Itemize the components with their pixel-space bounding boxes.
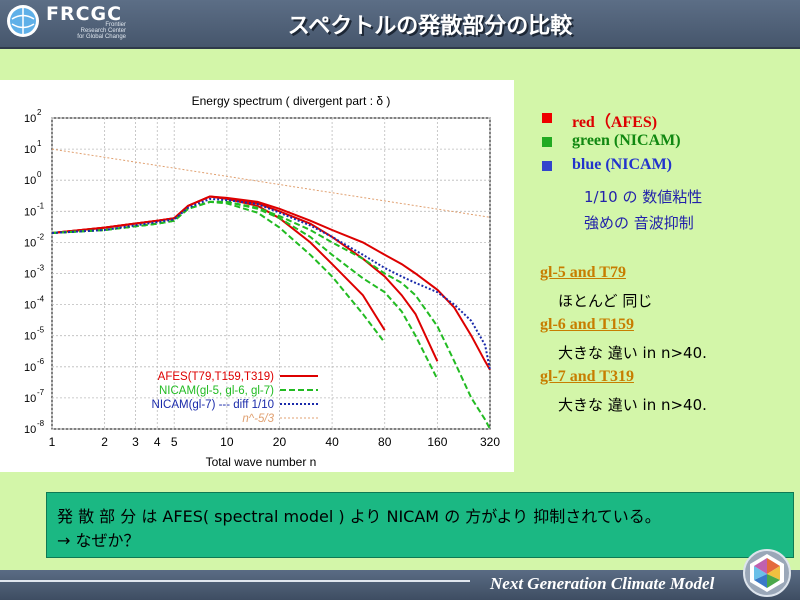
globe-logo-icon	[7, 5, 39, 37]
footer-text: Next Generation Climate Model	[490, 574, 715, 593]
case-title-gl6: gl-6 and T159	[540, 316, 634, 333]
y-tick-exponent: -3	[37, 264, 45, 273]
model-logo-icon	[743, 549, 791, 597]
y-tick-exponent: -8	[37, 419, 45, 428]
y-tick-exponent: -4	[37, 295, 45, 304]
x-tick-label: 4	[154, 435, 161, 449]
x-tick-label: 320	[480, 435, 500, 449]
chart-title: Energy spectrum ( divergent part : δ )	[192, 94, 391, 108]
y-tick-label: 10	[24, 424, 36, 436]
footer-divider	[0, 580, 470, 582]
x-tick-label: 3	[132, 435, 139, 449]
logo-text: FRCGC	[46, 3, 123, 25]
footer-bar: Next Generation Climate Model	[0, 570, 800, 600]
y-tick-exponent: 0	[37, 170, 42, 179]
series-line-2-0	[51, 197, 491, 370]
x-tick-label: 160	[427, 435, 447, 449]
y-tick-label: 10	[24, 175, 36, 187]
legend-entry-label: AFES(T79,T159,T319)	[158, 371, 274, 383]
logo-subtitle-line: Research Center	[80, 28, 126, 34]
conclusion-line-1: 発 散 部 分 は AFES( spectral model ) より NICA…	[57, 507, 661, 526]
y-tick-label: 10	[24, 269, 36, 281]
chart-panel: 1 2 3 4 5 10 20 40 80 160 320 10 -8 10 -7 10 -6 10 -5 10 -4 1…	[0, 80, 514, 472]
logo-subtitle-line: Frontier	[105, 22, 126, 28]
legend-label-green: green (NICAM)	[572, 132, 681, 149]
y-tick-label: 10	[24, 393, 36, 405]
legend-label-blue: blue (NICAM)	[572, 156, 672, 173]
y-tick-label: 10	[24, 237, 36, 249]
y-tick-exponent: -6	[37, 357, 45, 366]
case-title-gl7: gl-7 and T319	[540, 368, 634, 385]
legend-swatch-blue	[542, 161, 552, 171]
series-line-1-1	[51, 200, 439, 380]
x-tick-label: 5	[171, 435, 178, 449]
x-tick-label: 2	[101, 435, 108, 449]
legend-entry-label: NICAM(gl-5, gl-6, gl-7)	[159, 385, 274, 397]
y-tick-exponent: -5	[37, 326, 45, 335]
series-line-1-0	[51, 200, 386, 344]
x-tick-label: 1	[49, 435, 56, 449]
conclusion-line-2: → なぜか？	[57, 531, 140, 550]
y-tick-label: 10	[24, 362, 36, 374]
case-title-gl5: gl-5 and T79	[540, 264, 626, 281]
y-tick-exponent: -7	[37, 388, 45, 397]
x-tick-label: 10	[220, 435, 234, 449]
series-line-1-2	[51, 200, 491, 430]
series-line-3-0	[51, 148, 491, 218]
x-tick-label: 80	[378, 435, 392, 449]
y-tick-label: 10	[24, 144, 36, 156]
blue-note-viscosity: 1/10 の 数値粘性	[584, 188, 703, 206]
conclusion-box: 発 散 部 分 は AFES( spectral model ) より NICA…	[46, 492, 794, 558]
y-tick-exponent: -1	[37, 201, 45, 210]
legend-entry-label: n^-5/3	[242, 413, 274, 425]
legend-label-red: red（AFES)	[572, 114, 658, 131]
case-desc-gl6: 大きな 違い in n>40.	[558, 344, 707, 362]
y-tick-label: 10	[24, 113, 36, 125]
legend-entry-label: NICAM(gl-7) --- diff 1/10	[152, 399, 274, 411]
series-line-0-2	[51, 195, 491, 371]
page-title: スペクトルの発散部分の比較	[287, 14, 573, 39]
logo-subtitle: Frontier Research Center for Global Chan…	[66, 22, 126, 40]
x-axis-label: Total wave number n	[206, 455, 317, 469]
case-desc-gl5: ほとんど 同じ	[558, 292, 653, 310]
y-tick-exponent: 1	[37, 139, 42, 148]
header-bar: FRCGC Frontier Research Center for Globa…	[0, 0, 800, 49]
case-desc-gl7: 大きな 違い in n>40.	[558, 396, 707, 414]
legend-swatch-green	[542, 137, 552, 147]
y-tick-label: 10	[24, 206, 36, 218]
x-tick-label: 20	[273, 435, 287, 449]
blue-note-acoustic: 強めの 音波抑制	[584, 214, 694, 232]
y-tick-exponent: -2	[37, 232, 45, 241]
y-tick-exponent: 2	[37, 108, 42, 117]
legend-swatch-red	[542, 113, 552, 123]
logo-subtitle-line: for Global Change	[77, 34, 126, 40]
y-tick-label: 10	[24, 331, 36, 343]
x-tick-label: 40	[325, 435, 339, 449]
energy-spectrum-chart: 1 2 3 4 5 10 20 40 80 160 32010-810-710-610-510-41…	[24, 94, 500, 469]
y-tick-label: 10	[24, 300, 36, 312]
